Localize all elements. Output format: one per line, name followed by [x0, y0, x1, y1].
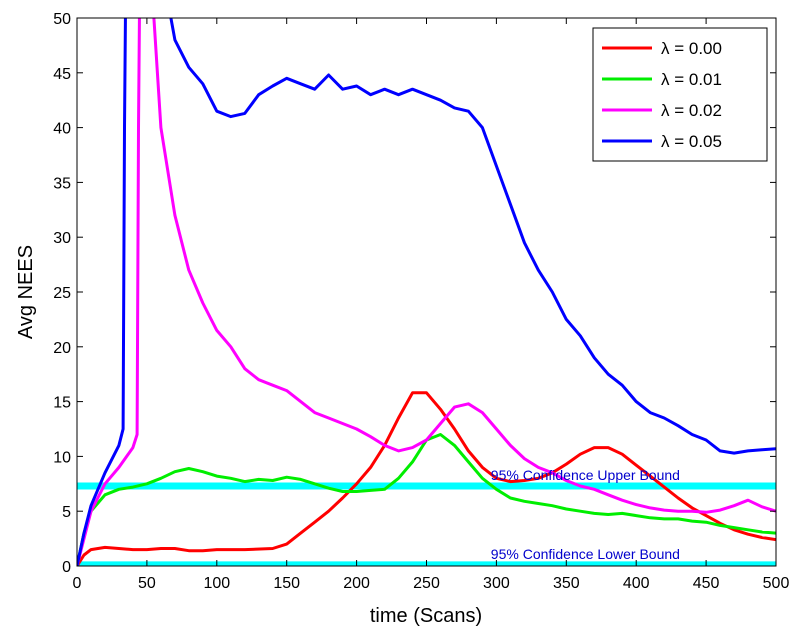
x-tick-label: 200 [343, 575, 370, 592]
x-tick-label: 350 [553, 575, 580, 592]
x-tick-label: 100 [203, 575, 230, 592]
x-tick-label: 0 [73, 575, 82, 592]
y-tick-label: 25 [53, 285, 71, 302]
annotation-layer: 95% Confidence Upper Bound 95% Confidence… [491, 467, 680, 562]
y-tick-label: 10 [53, 449, 71, 466]
series-line [77, 433, 776, 566]
y-tick-label: 40 [53, 121, 71, 138]
y-tick-label: 5 [62, 504, 71, 521]
reference-line-label: 95% Confidence Upper Bound [491, 467, 680, 483]
legend-label: λ = 0.00 [661, 39, 722, 58]
y-tick-label: 35 [53, 175, 71, 192]
y-tick-label: 0 [62, 559, 71, 576]
x-tick-label: 250 [413, 575, 440, 592]
y-tick-label: 15 [53, 395, 71, 412]
y-axis-label: Avg NEES [15, 245, 37, 339]
x-axis: 0 50 100 150 200 250 300 350 400 450 500 [73, 18, 790, 592]
y-tick-label: 45 [53, 66, 71, 83]
legend: λ = 0.00 λ = 0.01 λ = 0.02 λ = 0.05 [592, 27, 768, 162]
x-tick-label: 300 [483, 575, 510, 592]
legend-label: λ = 0.05 [661, 132, 722, 151]
legend-box [592, 27, 768, 162]
legend-label: λ = 0.02 [661, 101, 722, 120]
x-tick-label: 400 [623, 575, 650, 592]
x-tick-label: 50 [138, 575, 156, 592]
y-tick-label: 20 [53, 340, 71, 357]
reference-line-label: 95% Confidence Lower Bound [491, 546, 680, 562]
y-tick-label: 50 [53, 11, 71, 28]
series-line [77, 391, 776, 566]
series-line [77, 18, 776, 566]
y-axis: 0 5 10 15 20 25 30 35 40 45 50 [53, 11, 776, 576]
y-tick-label: 30 [53, 230, 71, 247]
series-line [77, 18, 776, 566]
x-tick-label: 150 [273, 575, 300, 592]
legend-label: λ = 0.01 [661, 70, 722, 89]
x-tick-label: 500 [763, 575, 790, 592]
x-tick-label: 450 [693, 575, 720, 592]
x-axis-label: time (Scans) [370, 605, 482, 627]
series-layer [77, 18, 776, 566]
